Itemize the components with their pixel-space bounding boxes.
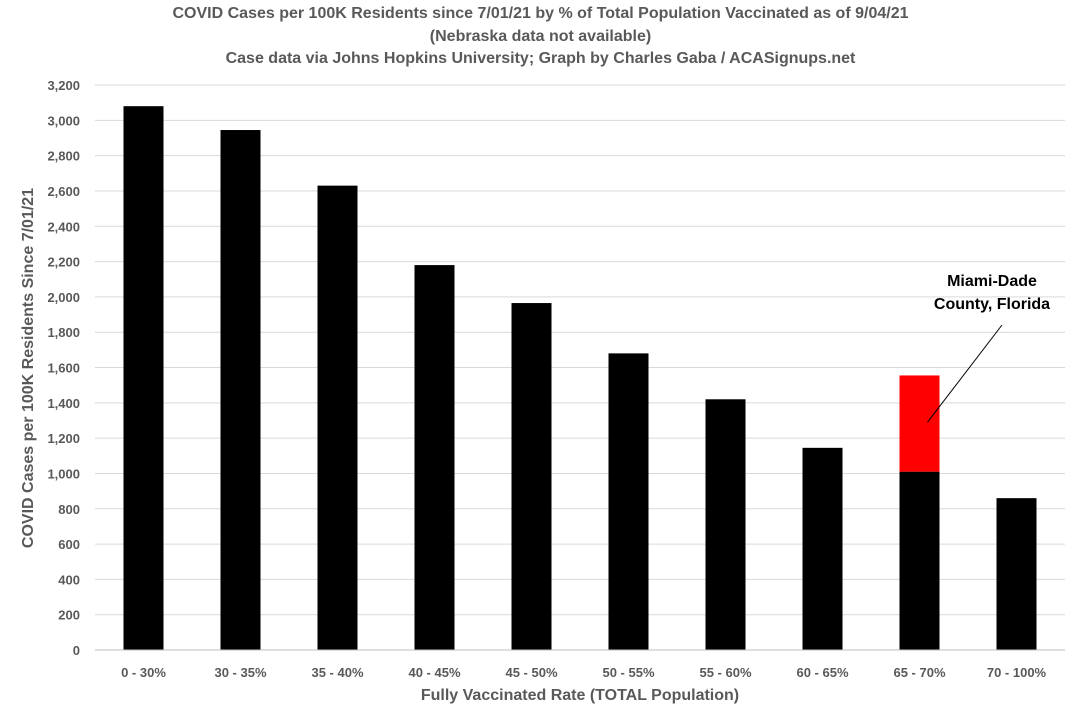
chart-title-line-2: (Nebraska data not available) — [429, 28, 652, 45]
bar — [414, 265, 455, 650]
annotation-label-line-1: Miami-Dade — [947, 273, 1037, 290]
y-tick-labels: 0 200 400 600 800 1,000 1,200 1,400 1,600 1,800 2,… — [47, 78, 80, 658]
bar — [608, 353, 649, 650]
y-tick-label: 2,800 — [47, 149, 80, 164]
x-tick-label: 40 - 45% — [408, 665, 460, 680]
bars — [123, 106, 1037, 650]
bar — [802, 447, 843, 650]
bar — [705, 399, 746, 650]
x-tick-label: 45 - 50% — [505, 665, 557, 680]
y-axis-title: COVID Cases per 100K Residents Since 7/0… — [20, 188, 37, 548]
x-tick-label: 55 - 60% — [699, 665, 751, 680]
y-tick-label: 200 — [58, 608, 80, 623]
chart-title-line-1: COVID Cases per 100K Residents since 7/0… — [172, 5, 909, 22]
chart-title-line-3: Case data via Johns Hopkins University; … — [225, 50, 856, 67]
x-axis-title: Fully Vaccinated Rate (TOTAL Population) — [421, 687, 739, 704]
y-tick-label: 1,400 — [47, 396, 80, 411]
bar — [220, 130, 261, 650]
y-tick-label: 3,000 — [47, 113, 80, 128]
y-tick-label: 3,200 — [47, 78, 80, 93]
x-tick-label: 70 - 100% — [987, 665, 1047, 680]
x-tick-label: 50 - 55% — [602, 665, 654, 680]
bar — [317, 185, 358, 650]
y-tick-label: 2,400 — [47, 219, 80, 234]
y-tick-label: 400 — [58, 572, 80, 587]
y-tick-label: 2,600 — [47, 184, 80, 199]
y-tick-label: 1,800 — [47, 325, 80, 340]
bar — [996, 498, 1037, 650]
x-tick-label: 35 - 40% — [311, 665, 363, 680]
y-tick-label: 800 — [58, 502, 80, 517]
y-tick-label: 2,200 — [47, 255, 80, 270]
x-tick-label: 30 - 35% — [214, 665, 266, 680]
x-tick-labels: 0 - 30% 30 - 35% 35 - 40% 40 - 45% 45 - 50% 5… — [121, 665, 1046, 680]
y-tick-label: 0 — [73, 643, 80, 658]
x-tick-label: 0 - 30% — [121, 665, 166, 680]
y-tick-label: 1,600 — [47, 361, 80, 376]
bar-highlight — [899, 375, 940, 472]
y-tick-label: 2,000 — [47, 290, 80, 305]
x-tick-label: 65 - 70% — [893, 665, 945, 680]
bar — [123, 106, 164, 650]
bar — [899, 471, 940, 650]
annotation-leader-line — [927, 324, 1003, 423]
y-tick-label: 1,000 — [47, 466, 80, 481]
y-tick-label: 600 — [58, 537, 80, 552]
annotation: Miami-Dade County, Florida — [927, 273, 1050, 423]
y-tick-label: 1,200 — [47, 431, 80, 446]
x-tick-label: 60 - 65% — [796, 665, 848, 680]
bar — [511, 303, 552, 650]
annotation-label-line-2: County, Florida — [934, 296, 1050, 313]
